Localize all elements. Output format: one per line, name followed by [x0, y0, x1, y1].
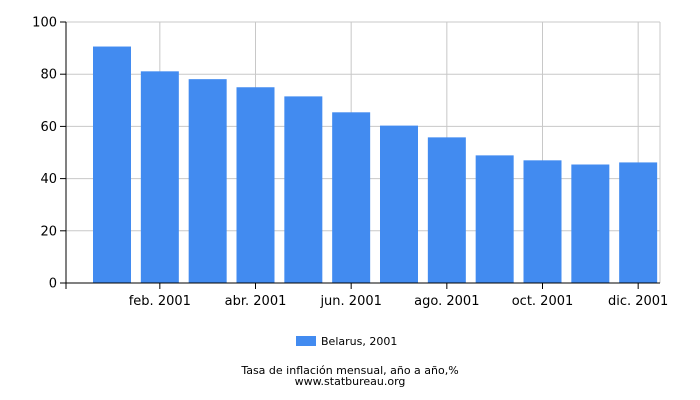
chart-title: Tasa de inflación mensual, año a año,% [241, 364, 459, 377]
y-tick-label: 60 [40, 120, 57, 135]
legend-swatch [296, 336, 316, 346]
x-tick-label: feb. 2001 [129, 294, 191, 309]
axes [60, 21, 660, 289]
legend: Belarus, 2001 [296, 333, 397, 349]
y-tick-label: 80 [40, 68, 57, 83]
x-tick-label: abr. 2001 [225, 294, 287, 309]
bar [571, 164, 610, 283]
y-tick-label: 20 [40, 224, 57, 239]
bar [427, 137, 466, 283]
bar [332, 112, 371, 283]
source-link[interactable]: www.statbureau.org [294, 375, 406, 388]
bar [284, 96, 323, 283]
bar [93, 46, 131, 284]
bar [380, 125, 418, 283]
x-tick-label: jun. 2001 [319, 294, 381, 309]
bar-chart: 0 20 40 60 80 100 feb. 2001 abr. 2001 jun. 2001 a… [32, 16, 668, 310]
bar [523, 160, 562, 283]
bar [236, 87, 275, 283]
bars [93, 46, 658, 284]
bar [475, 155, 514, 283]
y-tick-label: 40 [40, 172, 57, 187]
y-tick-label: 0 [49, 277, 57, 292]
bar [188, 79, 227, 283]
bar [140, 71, 179, 283]
x-tick-label: dic. 2001 [608, 294, 668, 309]
y-tick-label: 100 [32, 16, 57, 31]
x-tick-label: oct. 2001 [512, 294, 574, 309]
bar [619, 162, 658, 283]
tick-labels: 0 20 40 60 80 100 feb. 2001 abr. 2001 jun. 2001 a… [32, 16, 668, 310]
x-tick-label: ago. 2001 [414, 294, 479, 309]
legend-label: Belarus, 2001 [321, 334, 398, 348]
